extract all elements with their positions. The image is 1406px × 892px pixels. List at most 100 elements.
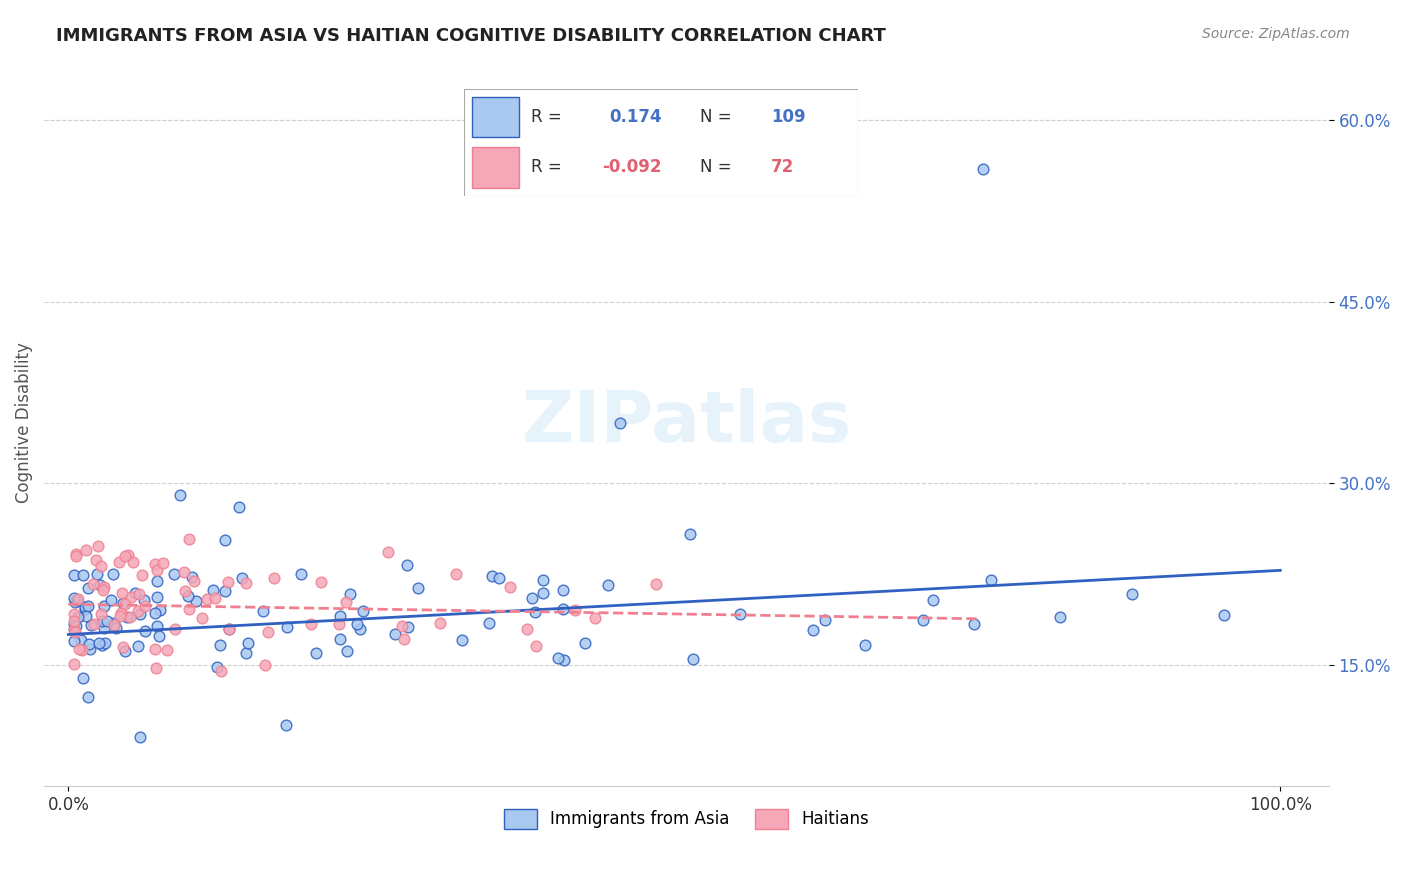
Haitians — [65, 547, 87, 561]
Haitians — [257, 625, 280, 640]
Immigrants from Asia — [72, 568, 94, 582]
Immigrants from Asia — [524, 605, 547, 619]
Immigrants from Asia — [163, 567, 186, 582]
Text: -0.092: -0.092 — [602, 159, 661, 177]
Immigrants from Asia — [218, 622, 240, 636]
Text: 109: 109 — [770, 108, 806, 126]
Immigrants from Asia — [236, 635, 259, 649]
Immigrants from Asia — [1121, 587, 1143, 601]
FancyBboxPatch shape — [472, 96, 519, 137]
Immigrants from Asia — [228, 500, 250, 515]
Haitians — [90, 559, 112, 574]
Haitians — [254, 657, 277, 672]
Immigrants from Asia — [73, 601, 96, 615]
Immigrants from Asia — [329, 632, 352, 646]
Haitians — [82, 576, 104, 591]
Immigrants from Asia — [329, 609, 352, 624]
Immigrants from Asia — [349, 622, 371, 636]
Haitians — [127, 604, 149, 618]
Immigrants from Asia — [93, 599, 115, 613]
Immigrants from Asia — [89, 578, 111, 592]
Text: IMMIGRANTS FROM ASIA VS HAITIAN COGNITIVE DISABILITY CORRELATION CHART: IMMIGRANTS FROM ASIA VS HAITIAN COGNITIV… — [56, 27, 886, 45]
Immigrants from Asia — [67, 609, 90, 624]
Haitians — [75, 542, 97, 557]
Haitians — [429, 615, 451, 630]
Text: Source: ZipAtlas.com: Source: ZipAtlas.com — [1202, 27, 1350, 41]
Immigrants from Asia — [682, 652, 704, 666]
Immigrants from Asia — [177, 589, 200, 603]
Immigrants from Asia — [553, 602, 575, 616]
Haitians — [114, 549, 136, 563]
Immigrants from Asia — [290, 567, 312, 582]
Immigrants from Asia — [980, 573, 1002, 587]
Immigrants from Asia — [1049, 610, 1071, 624]
Immigrants from Asia — [63, 617, 86, 632]
Haitians — [152, 557, 174, 571]
Immigrants from Asia — [488, 571, 510, 585]
Immigrants from Asia — [728, 607, 751, 621]
Haitians — [110, 609, 132, 624]
Immigrants from Asia — [231, 571, 253, 585]
Haitians — [309, 575, 332, 590]
Immigrants from Asia — [93, 621, 115, 635]
Haitians — [91, 582, 114, 597]
Immigrants from Asia — [96, 614, 118, 628]
Immigrants from Asia — [146, 618, 169, 632]
Haitians — [87, 540, 110, 554]
Haitians — [143, 557, 166, 571]
Immigrants from Asia — [63, 633, 86, 648]
Immigrants from Asia — [202, 582, 225, 597]
Immigrants from Asia — [145, 606, 167, 620]
Immigrants from Asia — [352, 604, 374, 618]
Immigrants from Asia — [962, 616, 984, 631]
Haitians — [63, 607, 86, 621]
Haitians — [195, 591, 218, 606]
Immigrants from Asia — [609, 416, 631, 430]
Haitians — [165, 623, 187, 637]
Haitians — [63, 622, 86, 636]
Haitians — [235, 575, 257, 590]
Text: 72: 72 — [770, 159, 794, 177]
Text: N =: N = — [700, 159, 731, 177]
Haitians — [444, 566, 467, 581]
Haitians — [377, 545, 399, 559]
Immigrants from Asia — [76, 690, 98, 704]
Haitians — [645, 577, 668, 591]
Immigrants from Asia — [304, 646, 326, 660]
Immigrants from Asia — [801, 623, 824, 637]
FancyBboxPatch shape — [472, 147, 519, 187]
Immigrants from Asia — [63, 567, 86, 582]
Immigrants from Asia — [184, 594, 207, 608]
Immigrants from Asia — [77, 582, 100, 596]
Haitians — [103, 618, 125, 632]
Haitians — [516, 622, 538, 636]
Haitians — [110, 607, 132, 621]
Haitians — [84, 553, 107, 567]
Haitians — [263, 571, 285, 585]
Immigrants from Asia — [124, 586, 146, 600]
Haitians — [328, 616, 350, 631]
Haitians — [191, 610, 214, 624]
Immigrants from Asia — [522, 591, 544, 605]
Immigrants from Asia — [79, 637, 101, 651]
Immigrants from Asia — [252, 604, 274, 618]
Text: N =: N = — [700, 108, 731, 126]
Immigrants from Asia — [274, 718, 297, 732]
Haitians — [218, 622, 240, 636]
Haitians — [217, 574, 239, 589]
Haitians — [179, 533, 201, 547]
Immigrants from Asia — [145, 590, 167, 604]
Haitians — [65, 549, 87, 563]
Haitians — [117, 548, 139, 562]
Immigrants from Asia — [65, 619, 87, 633]
Haitians — [63, 624, 86, 639]
Immigrants from Asia — [72, 671, 94, 685]
Immigrants from Asia — [207, 660, 229, 674]
Haitians — [524, 640, 547, 654]
Haitians — [204, 591, 226, 605]
Y-axis label: Cognitive Disability: Cognitive Disability — [15, 343, 32, 503]
FancyBboxPatch shape — [464, 89, 858, 196]
Immigrants from Asia — [100, 592, 122, 607]
Immigrants from Asia — [911, 613, 934, 627]
Haitians — [67, 592, 90, 607]
